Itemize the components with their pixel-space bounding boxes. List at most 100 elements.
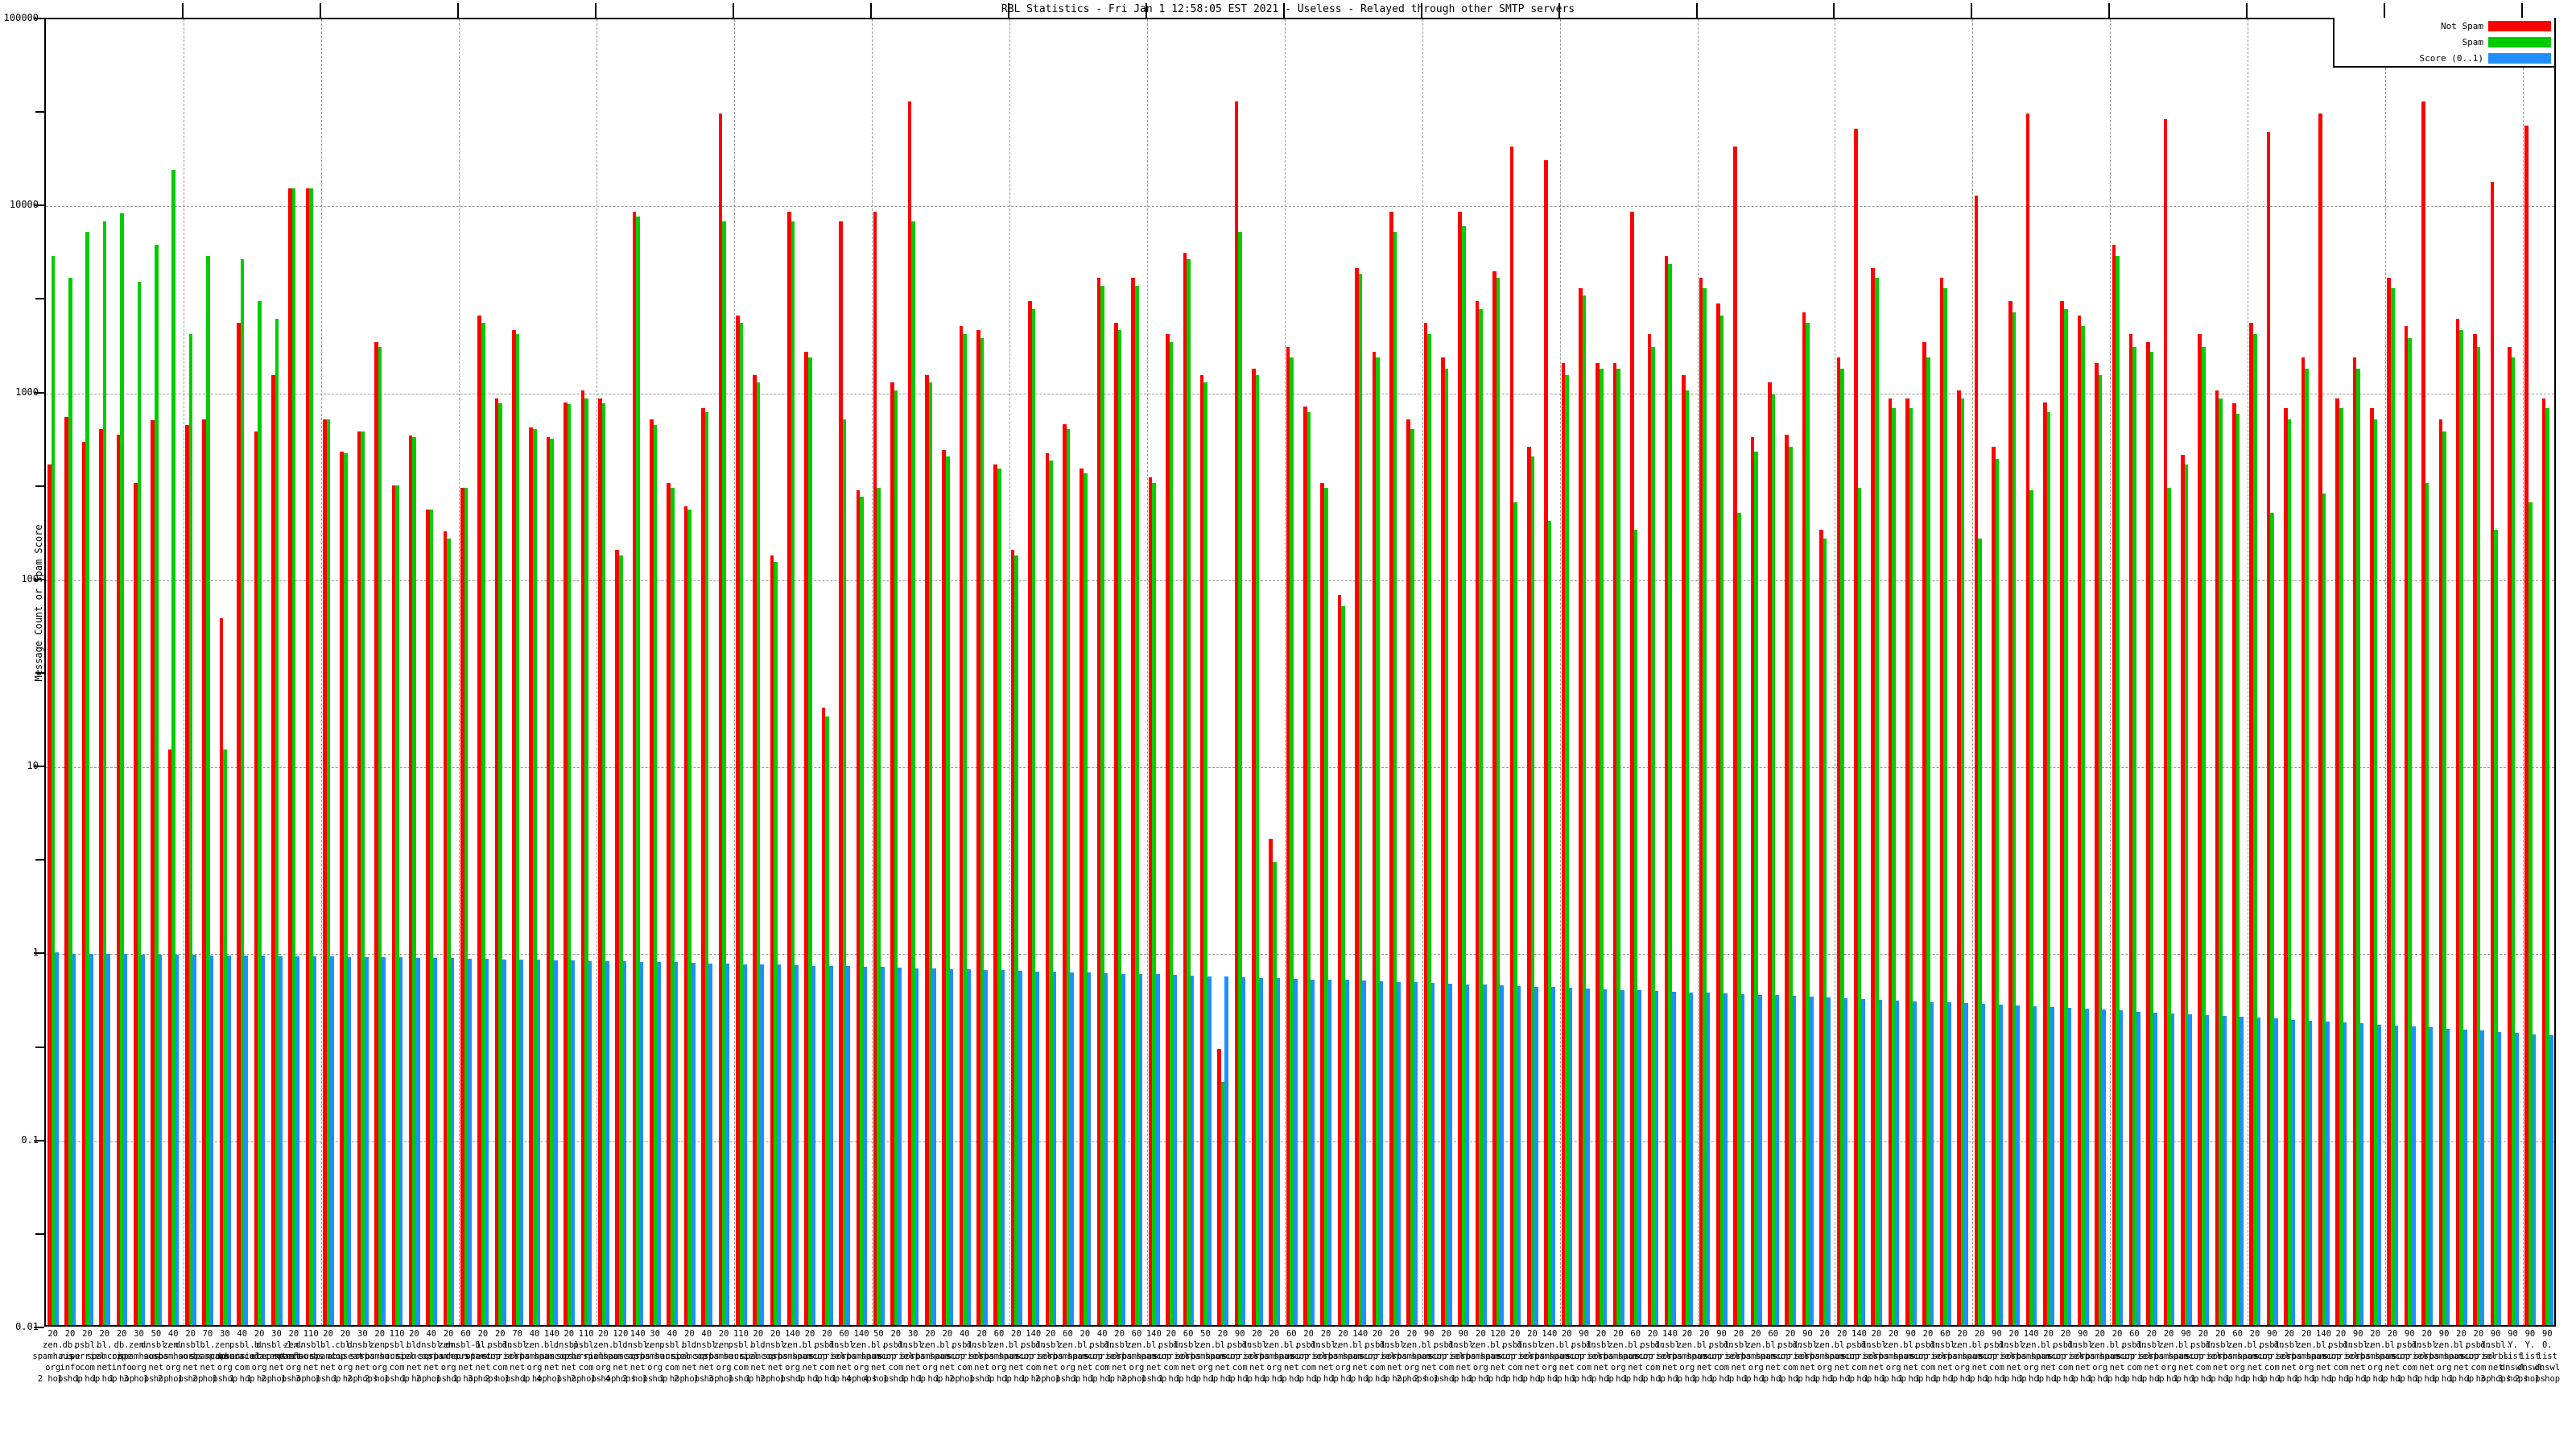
bar-spam[interactable]: [1049, 460, 1053, 1325]
bar-group[interactable]: [1388, 19, 1405, 1325]
bar-spam[interactable]: [1547, 520, 1552, 1325]
bar-not-spam[interactable]: [2163, 119, 2168, 1325]
bar-not-spam[interactable]: [340, 451, 344, 1325]
bar-group[interactable]: [700, 19, 716, 1325]
bar-spam[interactable]: [1926, 357, 1930, 1325]
bar-spam[interactable]: [704, 412, 709, 1325]
bar-spam[interactable]: [1736, 513, 1741, 1325]
bar-score[interactable]: [571, 960, 575, 1325]
bar-score[interactable]: [55, 952, 59, 1325]
bar-not-spam[interactable]: [47, 464, 52, 1325]
bar-spam[interactable]: [2528, 502, 2533, 1325]
bar-score[interactable]: [708, 963, 712, 1325]
bar-score[interactable]: [295, 956, 300, 1325]
bar-not-spam[interactable]: [1699, 277, 1703, 1325]
bar-group[interactable]: [1698, 19, 1715, 1325]
bar-not-spam[interactable]: [701, 408, 705, 1325]
bar-not-spam[interactable]: [2215, 390, 2219, 1325]
bar-not-spam[interactable]: [408, 436, 413, 1325]
bar-score[interactable]: [1930, 1001, 1934, 1325]
bar-not-spam[interactable]: [81, 441, 86, 1325]
bar-not-spam[interactable]: [873, 211, 877, 1325]
bar-spam[interactable]: [756, 382, 761, 1325]
bar-group[interactable]: [751, 19, 768, 1325]
bar-spam[interactable]: [584, 398, 588, 1325]
bar-not-spam[interactable]: [374, 342, 378, 1325]
bar-spam[interactable]: [223, 749, 227, 1325]
bar-group[interactable]: [631, 19, 648, 1325]
bar-not-spam[interactable]: [1819, 529, 1823, 1325]
bar-score[interactable]: [398, 957, 403, 1325]
bar-score[interactable]: [2446, 1028, 2450, 1325]
bar-score[interactable]: [2016, 1005, 2021, 1325]
bar-not-spam[interactable]: [976, 329, 980, 1325]
bar-group[interactable]: [683, 19, 700, 1325]
bar-not-spam[interactable]: [924, 375, 929, 1325]
bar-group[interactable]: [424, 19, 441, 1325]
bar-spam[interactable]: [945, 456, 950, 1325]
bar-spam[interactable]: [481, 322, 485, 1325]
bar-group[interactable]: [46, 19, 63, 1325]
bar-not-spam[interactable]: [2128, 333, 2133, 1325]
bar-score[interactable]: [106, 953, 111, 1325]
bar-not-spam[interactable]: [288, 188, 292, 1325]
bar-group[interactable]: [235, 19, 252, 1325]
bar-group[interactable]: [2368, 19, 2385, 1325]
bar-score[interactable]: [1946, 1002, 1951, 1325]
bar-score[interactable]: [1568, 988, 1573, 1325]
bar-spam[interactable]: [2046, 412, 2051, 1325]
bar-group[interactable]: [2437, 19, 2454, 1325]
bar-not-spam[interactable]: [735, 316, 740, 1325]
bar-score[interactable]: [1827, 997, 1831, 1325]
bar-not-spam[interactable]: [1458, 211, 1463, 1325]
bar-spam[interactable]: [1427, 333, 1431, 1325]
bar-not-spam[interactable]: [1423, 322, 1428, 1325]
bar-group[interactable]: [167, 19, 184, 1325]
bar-group[interactable]: [1972, 19, 1989, 1325]
bar-group[interactable]: [648, 19, 665, 1325]
bar-score[interactable]: [691, 963, 696, 1325]
bar-not-spam[interactable]: [2370, 408, 2374, 1325]
bar-score[interactable]: [1672, 992, 1676, 1325]
bar-group[interactable]: [1267, 19, 1284, 1325]
bar-not-spam[interactable]: [1561, 362, 1566, 1325]
bar-group[interactable]: [1801, 19, 1818, 1325]
bar-spam[interactable]: [671, 488, 675, 1325]
bar-group[interactable]: [562, 19, 579, 1325]
bar-not-spam[interactable]: [907, 101, 912, 1325]
bar-score[interactable]: [72, 953, 76, 1325]
bar-group[interactable]: [1645, 19, 1662, 1325]
bar-score[interactable]: [1603, 989, 1608, 1325]
bar-not-spam[interactable]: [2249, 322, 2254, 1325]
bar-spam[interactable]: [515, 333, 520, 1325]
bar-spam[interactable]: [2081, 326, 2085, 1325]
bar-not-spam[interactable]: [99, 428, 103, 1325]
bar-score[interactable]: [209, 955, 214, 1325]
bar-group[interactable]: [734, 19, 751, 1325]
bar-spam[interactable]: [2098, 375, 2103, 1325]
bar-spam[interactable]: [1444, 369, 1449, 1325]
bar-spam[interactable]: [2219, 398, 2223, 1325]
bar-score[interactable]: [1517, 985, 1521, 1325]
bar-spam[interactable]: [309, 188, 313, 1325]
bar-group[interactable]: [872, 19, 889, 1325]
bar-not-spam[interactable]: [718, 114, 723, 1325]
bar-not-spam[interactable]: [1406, 419, 1410, 1325]
bar-spam[interactable]: [240, 259, 245, 1325]
bar-score[interactable]: [502, 959, 506, 1325]
bar-group[interactable]: [958, 19, 975, 1325]
bar-score[interactable]: [1190, 975, 1195, 1325]
bar-not-spam[interactable]: [2335, 398, 2339, 1325]
bar-score[interactable]: [158, 954, 163, 1325]
bar-group[interactable]: [270, 19, 287, 1325]
bar-score[interactable]: [485, 958, 489, 1325]
bar-not-spam[interactable]: [804, 352, 808, 1325]
bar-score[interactable]: [192, 955, 196, 1325]
bar-score[interactable]: [536, 960, 541, 1325]
bar-not-spam[interactable]: [1252, 369, 1256, 1325]
bar-score[interactable]: [1241, 976, 1246, 1325]
bar-score[interactable]: [175, 955, 180, 1325]
bar-group[interactable]: [200, 19, 217, 1325]
bar-score[interactable]: [1121, 973, 1125, 1325]
bar-spam[interactable]: [1203, 382, 1208, 1325]
